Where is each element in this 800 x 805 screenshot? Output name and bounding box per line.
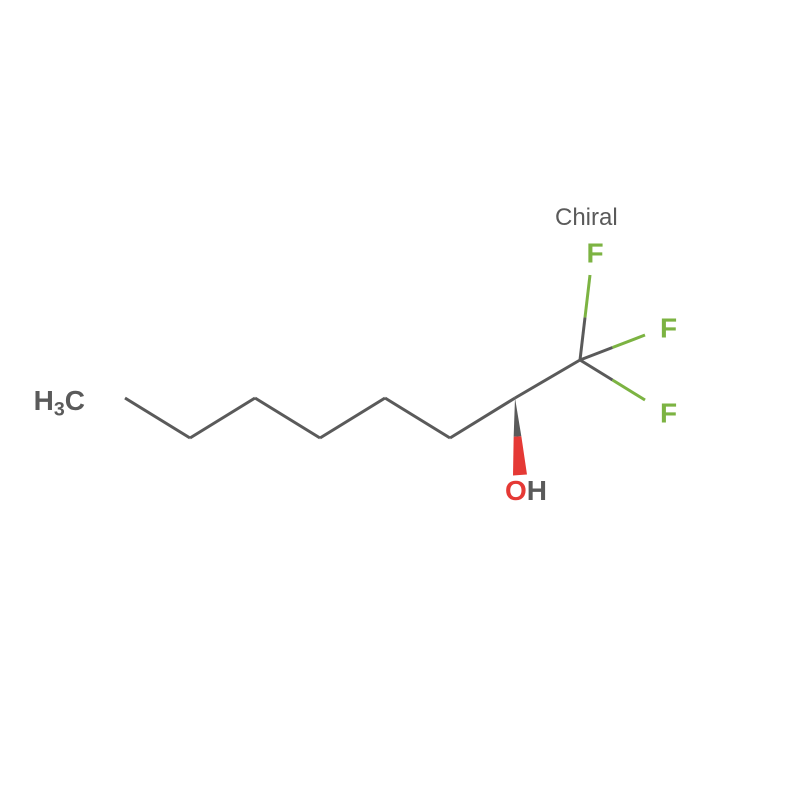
- bond: [515, 360, 580, 398]
- hetero-bonds: [580, 275, 645, 400]
- atom-labels: H3C OH F F F: [34, 237, 677, 506]
- bond: [450, 398, 515, 438]
- wedge-bond: [513, 398, 527, 475]
- atom-oh: OH: [505, 475, 547, 506]
- bond-half: [613, 380, 646, 400]
- bond-half: [580, 348, 613, 361]
- atom-f2: F: [660, 312, 677, 343]
- atom-f3: F: [660, 397, 677, 428]
- atom-ch3: H3C: [34, 385, 85, 421]
- bond: [190, 398, 255, 438]
- bond: [255, 398, 320, 438]
- atom-f1: F: [586, 237, 603, 268]
- bond-half: [585, 275, 590, 318]
- bond: [385, 398, 450, 438]
- bond: [320, 398, 385, 438]
- bonds: [125, 360, 580, 438]
- wedge-half: [513, 436, 527, 475]
- molecule-svg: H3C OH F F F Chiral: [0, 0, 800, 800]
- bond-half: [580, 318, 585, 361]
- bond: [125, 398, 190, 438]
- bond-half: [580, 360, 613, 380]
- bond-half: [613, 335, 646, 348]
- chiral-annotation: Chiral: [555, 204, 618, 231]
- molecule-container: H3C OH F F F Chiral: [0, 0, 800, 800]
- wedge-half: [514, 398, 522, 437]
